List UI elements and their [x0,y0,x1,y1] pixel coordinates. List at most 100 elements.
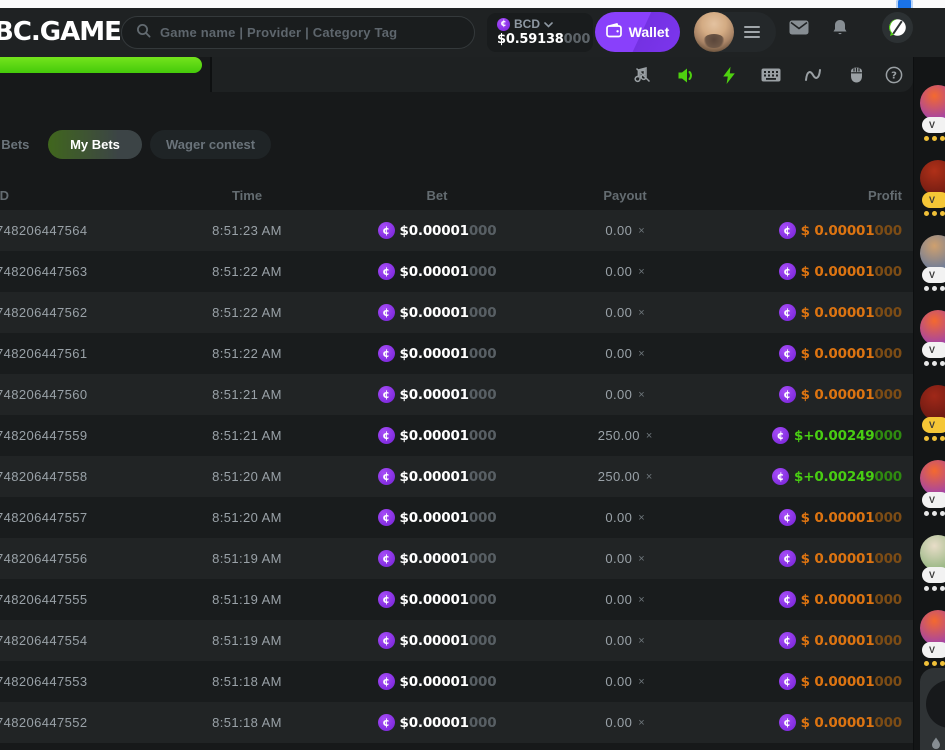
bet-amount: $0.00001000 [399,222,497,239]
table-row[interactable]: 748206447554 8:51:19 AM ¢ $0.00001000 0.… [0,620,913,661]
avatar[interactable] [694,12,734,52]
table-body: 748206447564 8:51:23 AM ¢ $0.00001000 0.… [0,210,913,743]
multiplier-sign: × [645,429,653,442]
payout-multiplier: 0.00 [605,592,633,607]
profit-amount: $+0.00249000 [794,468,902,485]
sound-on-icon[interactable] [676,65,696,85]
help-icon[interactable]: ? [884,65,904,85]
drop-icon [931,736,941,750]
table-row[interactable]: 748206447564 8:51:23 AM ¢ $0.00001000 0.… [0,210,913,251]
browser-edge [0,0,945,9]
payout-multiplier: 0.00 [605,387,633,402]
bcd-coin-icon: ¢ [778,304,796,321]
bet-time: 8:51:19 AM [212,633,282,648]
profit-amount: $ 0.00001000 [800,714,903,731]
game-rail-item[interactable]: V [920,610,945,666]
turbo-bolt-icon[interactable] [719,65,739,85]
game-rail-item[interactable]: V [920,535,945,591]
bet-time: 8:51:19 AM [212,551,282,566]
bcd-coin-icon: ¢ [377,591,395,608]
game-rail: V V V V V V V V [913,57,945,750]
payout-multiplier: 0.00 [605,674,633,689]
payout-multiplier: 0.00 [605,633,633,648]
table-row[interactable]: 748206447557 8:51:20 AM ¢ $0.00001000 0.… [0,497,913,538]
vs-badge: V [922,192,945,208]
column-header-id: ID [0,187,9,203]
game-rail-item[interactable]: V [920,235,945,291]
bet-amount: $0.00001000 [399,509,497,526]
payout-multiplier: 0.00 [605,346,633,361]
game-rail-item[interactable]: V [920,385,945,441]
bet-id: 748206447560 [0,387,88,402]
player-dots [924,436,945,441]
vs-badge: V [922,417,945,433]
table-row[interactable]: 748206447555 8:51:19 AM ¢ $0.00001000 0.… [0,579,913,620]
wallet-label: Wallet [628,24,670,40]
bet-amount: $0.00001000 [399,714,497,731]
multiplier-sign: × [638,388,645,401]
bet-amount: $0.00001000 [399,468,497,485]
mail-icon[interactable] [789,20,809,40]
vs-badge: V [922,342,945,358]
multiplier-sign: × [638,716,645,729]
profit-amount: $ 0.00001000 [800,509,903,526]
player-dots [924,361,945,366]
bet-time: 8:51:23 AM [212,223,282,238]
bcd-coin-icon: ¢ [778,263,796,280]
wallet-button[interactable]: Wallet [595,12,680,52]
table-row[interactable]: 748206447559 8:51:21 AM ¢ $0.00001000 25… [0,415,913,456]
music-off-icon[interactable] [633,65,653,85]
trends-wave-icon[interactable] [803,65,823,85]
table-row[interactable]: 748206447563 8:51:22 AM ¢ $0.00001000 0.… [0,251,913,292]
game-avatar [920,610,945,646]
bcgame-logo[interactable]: BC.GAME [0,17,122,47]
game-rail-item[interactable]: V [920,310,945,366]
table-row[interactable]: 748206447561 8:51:22 AM ¢ $0.00001000 0.… [0,333,913,374]
player-dots [924,586,945,591]
browser-extension-badge[interactable] [896,0,913,9]
svg-text:?: ? [891,71,897,82]
tab-wager-contest[interactable]: Wager contest [150,130,272,159]
game-rail-item[interactable]: V [920,160,945,216]
vs-badge: V [922,492,945,508]
payout-multiplier: 0.00 [605,305,633,320]
bet-id: 748206447556 [0,551,88,566]
game-search[interactable] [121,16,475,49]
table-row[interactable]: 748206447552 8:51:18 AM ¢ $0.00001000 0.… [0,702,913,743]
bell-icon[interactable] [832,19,848,42]
bet-id: 748206447561 [0,346,88,361]
bet-amount: $0.00001000 [399,550,497,567]
payout-multiplier: 250.00 [597,428,640,443]
widget-button[interactable] [926,680,945,728]
chat-icon[interactable] [882,12,913,43]
game-rail-item[interactable]: V [920,85,945,141]
table-row[interactable]: 748206447558 8:51:20 AM ¢ $0.00001000 25… [0,456,913,497]
search-input[interactable] [160,25,440,40]
balance-selector[interactable]: ¢ BCD $0.59138000 [487,13,593,52]
bet-time: 8:51:22 AM [212,305,282,320]
seed-icon[interactable] [846,65,866,85]
column-header-bet: Bet [426,187,448,203]
table-row[interactable]: 748206447556 8:51:19 AM ¢ $0.00001000 0.… [0,538,913,579]
table-row[interactable]: 748206447553 8:51:18 AM ¢ $0.00001000 0.… [0,661,913,702]
hotkeys-keyboard-icon[interactable] [761,65,781,85]
tab-all-bets[interactable]: All Bets [0,137,30,152]
bcd-coin-icon: ¢ [778,591,796,608]
profit-amount: $+0.00249000 [794,427,902,444]
bet-id: 748206447559 [0,428,88,443]
profit-amount: $ 0.00001000 [800,673,903,690]
bet-time: 8:51:20 AM [212,510,282,525]
game-avatar [920,460,945,496]
floating-widget[interactable] [920,668,945,750]
user-menu[interactable] [694,12,776,52]
bet-amount: $0.00001000 [399,632,497,649]
table-row[interactable]: 748206447562 8:51:22 AM ¢ $0.00001000 0.… [0,292,913,333]
player-dots [924,286,945,291]
tab-my-bets[interactable]: My Bets [48,130,142,159]
game-rail-item[interactable]: V [920,460,945,516]
bet-id: 748206447553 [0,674,88,689]
bet-id: 748206447552 [0,715,88,730]
table-row[interactable]: 748206447560 8:51:21 AM ¢ $0.00001000 0.… [0,374,913,415]
payout-multiplier: 0.00 [605,551,633,566]
profit-amount: $ 0.00001000 [800,632,903,649]
